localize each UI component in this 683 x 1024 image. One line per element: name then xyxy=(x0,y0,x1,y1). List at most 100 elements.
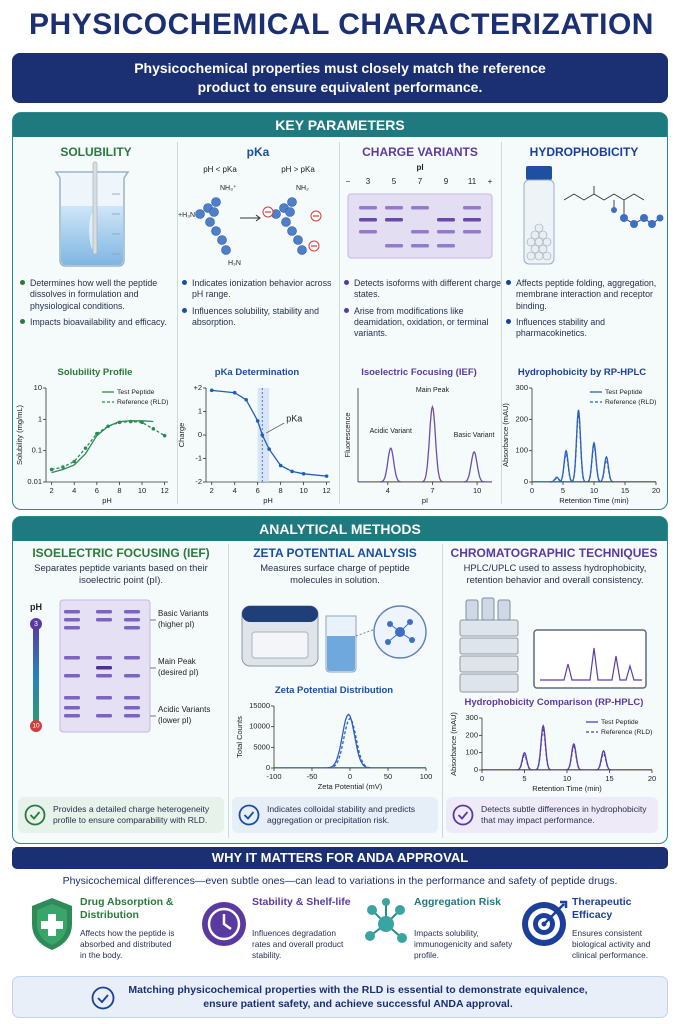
x-tick-label: 10 xyxy=(299,486,307,495)
bullet: Influences solubility, stability and abs… xyxy=(182,306,342,329)
lane-label: 5 xyxy=(392,177,397,186)
vial xyxy=(523,179,555,265)
point xyxy=(301,471,306,476)
gel-band xyxy=(124,714,140,718)
chart: 4 7 10 pI Fluorescence xyxy=(343,388,492,505)
divider xyxy=(339,142,340,504)
x-tick-label: 6 xyxy=(256,486,260,495)
lane-label: 9 xyxy=(444,177,449,186)
subtitle: Physicochemical properties must closely … xyxy=(134,60,546,95)
x-tick-label: 2 xyxy=(50,486,54,495)
point xyxy=(278,463,283,468)
solution xyxy=(327,636,355,671)
x-tick-label: 12 xyxy=(160,486,168,495)
gel-band xyxy=(64,696,80,700)
point xyxy=(324,474,329,478)
panel-title: ISOELECTRIC FOCUSING (IEF) xyxy=(32,546,210,560)
x-tick-label: 7 xyxy=(430,486,434,495)
annotation-detail: (lower pI) xyxy=(158,716,192,725)
x-tick-label: -100 xyxy=(266,772,281,781)
subtitle-banner: Physicochemical properties must closely … xyxy=(12,53,668,103)
conclusion-box: Matching physicochemical properties with… xyxy=(12,976,668,1018)
x-axis-label: pI xyxy=(422,496,428,505)
item-title: Stability & Shelf-life xyxy=(252,896,351,908)
peak xyxy=(595,749,612,771)
y-tick-label: -1 xyxy=(195,453,202,462)
gel-band xyxy=(96,696,112,700)
series-line xyxy=(211,389,327,477)
peak-label: Basic Variant xyxy=(453,431,495,439)
parameter-panel: pKa pH < pKa pH > pKa NH₃⁺ +H₃N H₃N NH₂ … xyxy=(177,140,338,508)
item-text: Affects how the peptide is absorbed and … xyxy=(80,928,175,960)
chart-box: Solubility Profile 2 4 6 8 10 12 0.01 0.1 1 10 pH So… xyxy=(15,366,174,506)
point xyxy=(260,433,265,437)
y-tick-label: 200 xyxy=(465,730,478,739)
gel-band xyxy=(463,218,481,222)
chart: -100 -50 0 50 100 0 5000 10000 15000 Zeta Potenti… xyxy=(235,701,432,791)
gel-band xyxy=(124,626,140,630)
peak xyxy=(586,444,602,483)
legend-label: Reference (RLD) xyxy=(117,399,168,406)
bullet-dot xyxy=(20,318,25,324)
item-title: Therapeutic Efficacy xyxy=(572,896,632,921)
why-item: Aggregation Risk Impacts solubility, imm… xyxy=(362,894,512,972)
parameter-panel: HYDROPHOBICITY Affects peptide folding, … xyxy=(501,140,666,508)
bullet: Affects peptide folding, aggregation, me… xyxy=(506,278,670,312)
chart-box: Zeta Potential Distribution -100 -50 0 50 100… xyxy=(235,684,432,792)
parameter-panel: SOLUBILITY Determines how well the pepti… xyxy=(15,140,176,508)
ph-bottom: 10 xyxy=(32,723,40,730)
x-tick-label: 10 xyxy=(590,486,598,495)
gel-band xyxy=(385,218,403,222)
x-axis-label: Zeta Potential (mV) xyxy=(318,782,383,791)
gel-plus: + xyxy=(488,177,493,186)
minus-signs xyxy=(265,211,319,247)
y-tick-label: 0 xyxy=(198,430,202,439)
y-tick-label: +2 xyxy=(193,383,202,392)
beads xyxy=(526,223,552,261)
gel-band xyxy=(64,618,80,622)
callout-text: Detects subtle differences in hydrophobi… xyxy=(481,803,647,825)
x-tick-label: -50 xyxy=(307,772,318,781)
bullet: Determines how well the peptide dissolve… xyxy=(20,278,180,312)
gel-band xyxy=(411,244,429,248)
lane-label: 11 xyxy=(468,177,477,186)
x-tick-label: 4 xyxy=(386,486,390,495)
chart-title: pKa Determination xyxy=(214,367,300,378)
page-title: PHYSICOCHEMICAL CHARACTERIZATION xyxy=(29,8,654,41)
peak xyxy=(535,728,552,771)
x-tick-label: 0 xyxy=(480,774,484,783)
x-tick-label: 0 xyxy=(348,772,352,781)
chart-box: pKa Determination 2 4 6 8 10 12 +2 1 0 -1 -2 pH Charg… xyxy=(177,366,336,506)
series-line xyxy=(51,420,165,471)
peak xyxy=(566,742,582,771)
point xyxy=(140,420,144,425)
chart-title: Zeta Potential Distribution xyxy=(274,685,394,696)
check-icon xyxy=(452,804,474,826)
conclusion: Matching physicochemical properties with… xyxy=(128,984,588,1010)
bullet: Indicates ionization behavior across pH … xyxy=(182,278,342,301)
annotation-label: Main Peak xyxy=(158,657,197,666)
bullet-dot xyxy=(506,280,511,285)
method-panel: ISOELECTRIC FOCUSING (IEF) Separates pep… xyxy=(16,542,226,838)
x-tick-label: 20 xyxy=(648,774,656,783)
method-panel: ZETA POTENTIAL ANALYSIS Measures surface… xyxy=(230,542,440,838)
callout: Detects subtle differences in hydrophobi… xyxy=(446,797,658,833)
item-text: Influences degradation rates and overall… xyxy=(252,928,344,960)
y-tick-label: 15000 xyxy=(249,701,270,710)
pka-diagram: pH < pKa pH > pKa NH₃⁺ +H₃N H₃N NH₂ xyxy=(178,165,322,267)
peak xyxy=(535,724,552,771)
point xyxy=(95,431,99,436)
legend-label: Test Peptide xyxy=(605,389,643,396)
molecule-atoms xyxy=(611,207,664,228)
item-title: Aggregation Risk xyxy=(414,896,501,908)
x-tick-label: 5 xyxy=(561,486,565,495)
peak xyxy=(595,752,612,771)
bullet: Detects isoforms with different charge s… xyxy=(344,278,504,301)
chart-title: Hydrophobicity Comparison (RP-HPLC) xyxy=(464,697,644,708)
y-tick-label: 1 xyxy=(198,406,202,415)
ief-gel-illustration: pH 3 10 Basic Variants (higher pI) Main Pe… xyxy=(30,599,210,733)
bullet: Influences stability and pharmacokinetic… xyxy=(506,317,670,340)
bullet-dot xyxy=(344,307,349,313)
